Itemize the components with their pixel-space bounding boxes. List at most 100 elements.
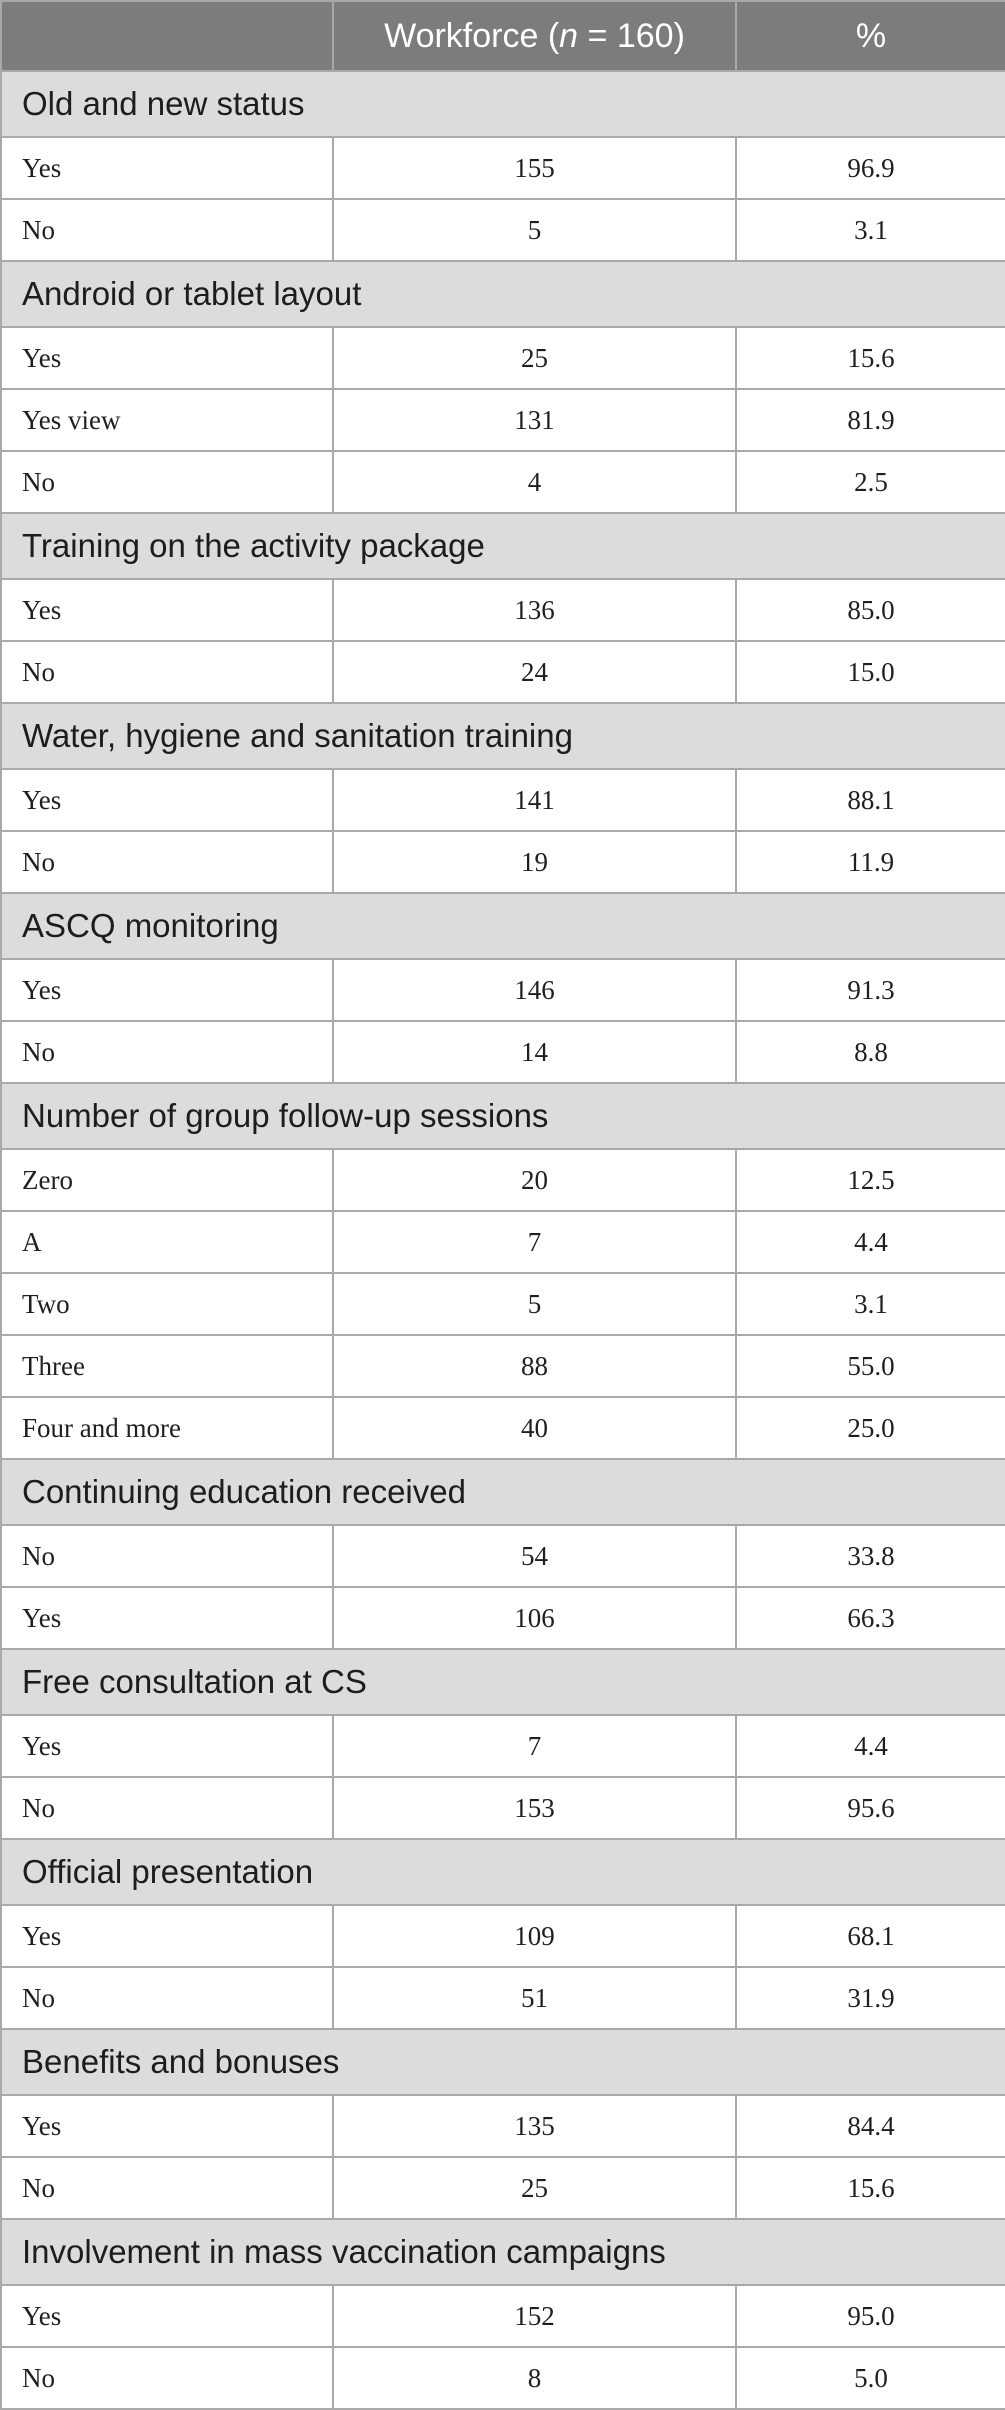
row-label: Yes	[0, 958, 334, 1022]
row-percent: 11.9	[735, 830, 1005, 894]
row-count: 25	[332, 326, 737, 390]
row-label: Yes	[0, 768, 334, 832]
row-label: Four and more	[0, 1396, 334, 1460]
section-title: Free consultation at CS	[0, 1648, 1005, 1716]
table-row: Yes 141 88.1	[0, 768, 1005, 832]
row-count: 136	[332, 578, 737, 642]
row-count: 7	[332, 1714, 737, 1778]
row-count: 152	[332, 2284, 737, 2348]
row-percent: 91.3	[735, 958, 1005, 1022]
row-count: 8	[332, 2346, 737, 2410]
row-count: 51	[332, 1966, 737, 2030]
section-title: Training on the activity package	[0, 512, 1005, 580]
table-row: No 153 95.6	[0, 1776, 1005, 1840]
row-count: 25	[332, 2156, 737, 2220]
section-header-row: Android or tablet layout	[0, 260, 1005, 328]
row-percent: 4.4	[735, 1714, 1005, 1778]
row-percent: 95.0	[735, 2284, 1005, 2348]
row-label: Two	[0, 1272, 334, 1336]
section-header-row: Free consultation at CS	[0, 1648, 1005, 1716]
section-title: Benefits and bonuses	[0, 2028, 1005, 2096]
table-row: A 7 4.4	[0, 1210, 1005, 1274]
table-row: Yes 152 95.0	[0, 2284, 1005, 2348]
row-percent: 3.1	[735, 198, 1005, 262]
section-header-row: Old and new status	[0, 70, 1005, 138]
header-cell-label	[0, 0, 334, 72]
row-label: Yes	[0, 326, 334, 390]
row-count: 19	[332, 830, 737, 894]
table-row: Yes 135 84.4	[0, 2094, 1005, 2158]
row-label: No	[0, 2156, 334, 2220]
row-percent: 15.6	[735, 2156, 1005, 2220]
row-percent: 12.5	[735, 1148, 1005, 1212]
table-row: No 19 11.9	[0, 830, 1005, 894]
row-count: 54	[332, 1524, 737, 1588]
row-percent: 2.5	[735, 450, 1005, 514]
section-header-row: Involvement in mass vaccination campaign…	[0, 2218, 1005, 2286]
row-label: Yes	[0, 2094, 334, 2158]
table-row: Yes 106 66.3	[0, 1586, 1005, 1650]
section-header-row: Continuing education received	[0, 1458, 1005, 1526]
row-percent: 68.1	[735, 1904, 1005, 1968]
table-header: Workforce (n = 160) %	[0, 0, 1005, 72]
row-count: 131	[332, 388, 737, 452]
row-percent: 66.3	[735, 1586, 1005, 1650]
row-label: No	[0, 198, 334, 262]
row-percent: 96.9	[735, 136, 1005, 200]
row-label: Zero	[0, 1148, 334, 1212]
row-percent: 15.0	[735, 640, 1005, 704]
section-title: Continuing education received	[0, 1458, 1005, 1526]
table-row: Zero 20 12.5	[0, 1148, 1005, 1212]
row-percent: 5.0	[735, 2346, 1005, 2410]
table-row: Yes view 131 81.9	[0, 388, 1005, 452]
row-count: 4	[332, 450, 737, 514]
section-title: ASCQ monitoring	[0, 892, 1005, 960]
row-label: No	[0, 1020, 334, 1084]
row-label: No	[0, 830, 334, 894]
table-row: No 14 8.8	[0, 1020, 1005, 1084]
header-cell-workforce: Workforce (n = 160)	[332, 0, 737, 72]
row-label: No	[0, 1776, 334, 1840]
row-label: No	[0, 640, 334, 704]
table-row: Four and more 40 25.0	[0, 1396, 1005, 1460]
row-count: 135	[332, 2094, 737, 2158]
row-label: Yes	[0, 136, 334, 200]
row-count: 146	[332, 958, 737, 1022]
section-title: Number of group follow-up sessions	[0, 1082, 1005, 1150]
table-row: No 4 2.5	[0, 450, 1005, 514]
row-percent: 88.1	[735, 768, 1005, 832]
row-label: Yes	[0, 2284, 334, 2348]
row-label: Yes	[0, 1904, 334, 1968]
table-row: Three 88 55.0	[0, 1334, 1005, 1398]
row-count: 109	[332, 1904, 737, 1968]
section-title: Involvement in mass vaccination campaign…	[0, 2218, 1005, 2286]
table-row: No 24 15.0	[0, 640, 1005, 704]
row-label: Yes view	[0, 388, 334, 452]
row-label: Three	[0, 1334, 334, 1398]
header-workforce-n: n	[559, 16, 579, 55]
table-row: Yes 7 4.4	[0, 1714, 1005, 1778]
row-count: 20	[332, 1148, 737, 1212]
section-header-row: Official presentation	[0, 1838, 1005, 1906]
row-label: A	[0, 1210, 334, 1274]
row-percent: 85.0	[735, 578, 1005, 642]
row-count: 5	[332, 1272, 737, 1336]
header-row: Workforce (n = 160) %	[0, 0, 1005, 72]
row-count: 88	[332, 1334, 737, 1398]
row-percent: 4.4	[735, 1210, 1005, 1274]
row-percent: 84.4	[735, 2094, 1005, 2158]
table-row: No 8 5.0	[0, 2346, 1005, 2410]
section-header-row: Training on the activity package	[0, 512, 1005, 580]
row-count: 155	[332, 136, 737, 200]
row-label: No	[0, 1966, 334, 2030]
header-cell-percent: %	[735, 0, 1005, 72]
section-title: Water, hygiene and sanitation training	[0, 702, 1005, 770]
table-row: Yes 25 15.6	[0, 326, 1005, 390]
row-percent: 55.0	[735, 1334, 1005, 1398]
row-count: 40	[332, 1396, 737, 1460]
table-row: No 25 15.6	[0, 2156, 1005, 2220]
row-count: 24	[332, 640, 737, 704]
row-label: Yes	[0, 578, 334, 642]
table-row: Two 5 3.1	[0, 1272, 1005, 1336]
